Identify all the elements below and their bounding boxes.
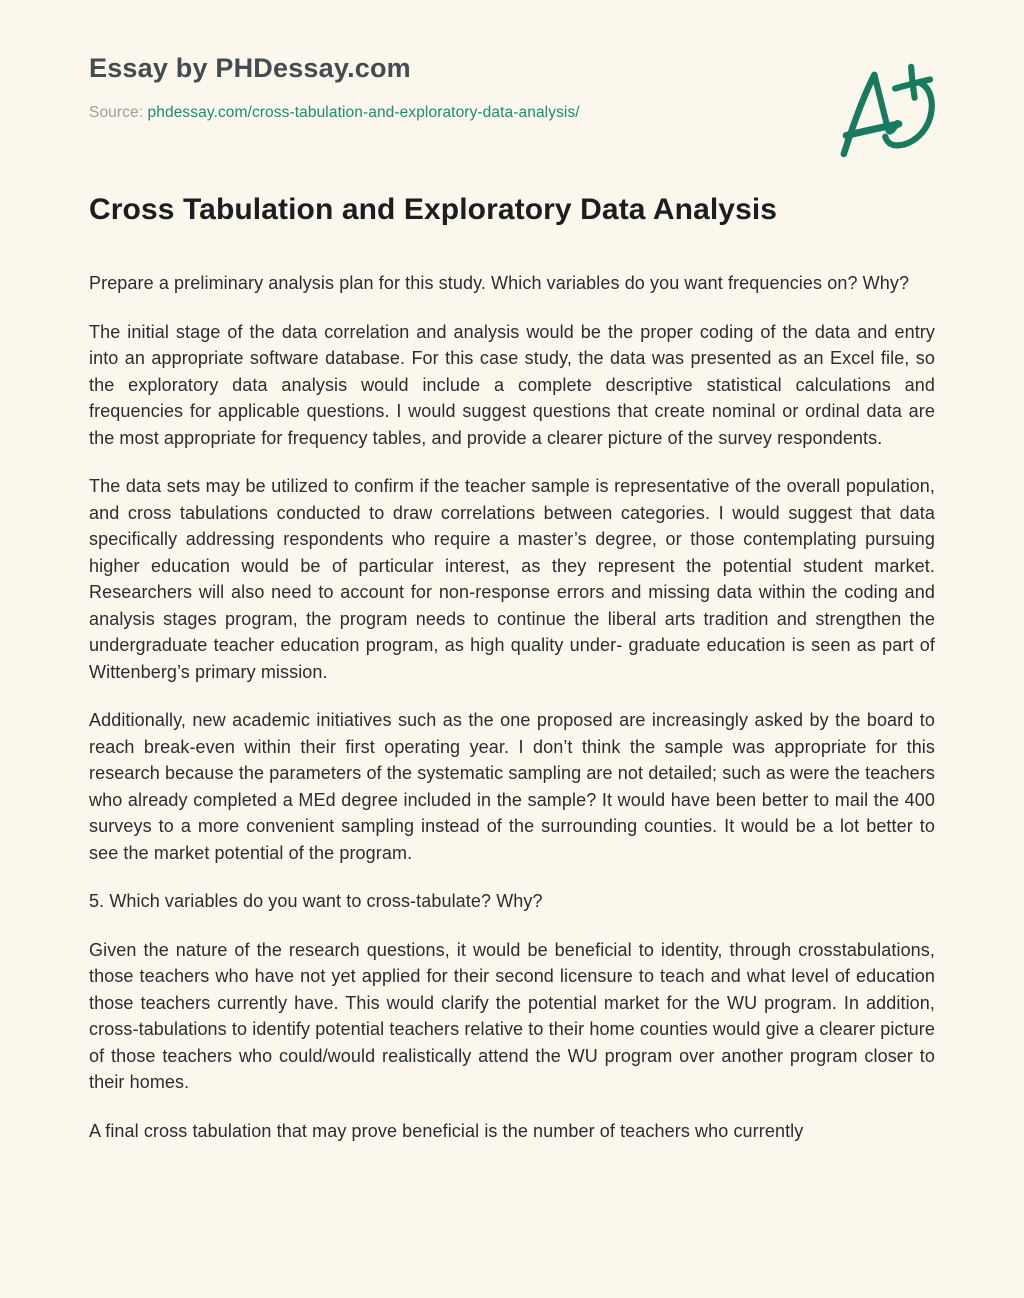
paragraph: The initial stage of the data correlatio… xyxy=(89,321,935,448)
page-header: Essay by PHDessay.com Source: phdessay.c… xyxy=(89,53,935,158)
paragraph: Additionally, new academic initiatives s… xyxy=(89,710,935,863)
source-label: Source: xyxy=(89,104,144,121)
paragraph-question: 5. Which variables do you want to cross-… xyxy=(89,891,543,911)
site-title: Essay by PHDessay.com xyxy=(89,53,411,83)
source-row: Source: phdessay.com/cross-tabulation-an… xyxy=(89,103,935,122)
paragraph: Prepare a preliminary analysis plan for … xyxy=(89,273,910,293)
paragraph-truncated: A final cross tabulation that may prove … xyxy=(89,1120,804,1141)
article-body: Prepare a preliminary analysis plan for … xyxy=(89,270,935,1144)
paragraph: The data sets may be utilized to confirm… xyxy=(89,476,935,682)
paragraph: Given the nature of the research questio… xyxy=(89,939,935,1093)
source-link[interactable]: phdessay.com/cross-tabulation-and-explor… xyxy=(147,104,580,121)
article-title: Cross Tabulation and Exploratory Data An… xyxy=(89,193,778,226)
a-plus-logo-icon xyxy=(840,63,935,158)
